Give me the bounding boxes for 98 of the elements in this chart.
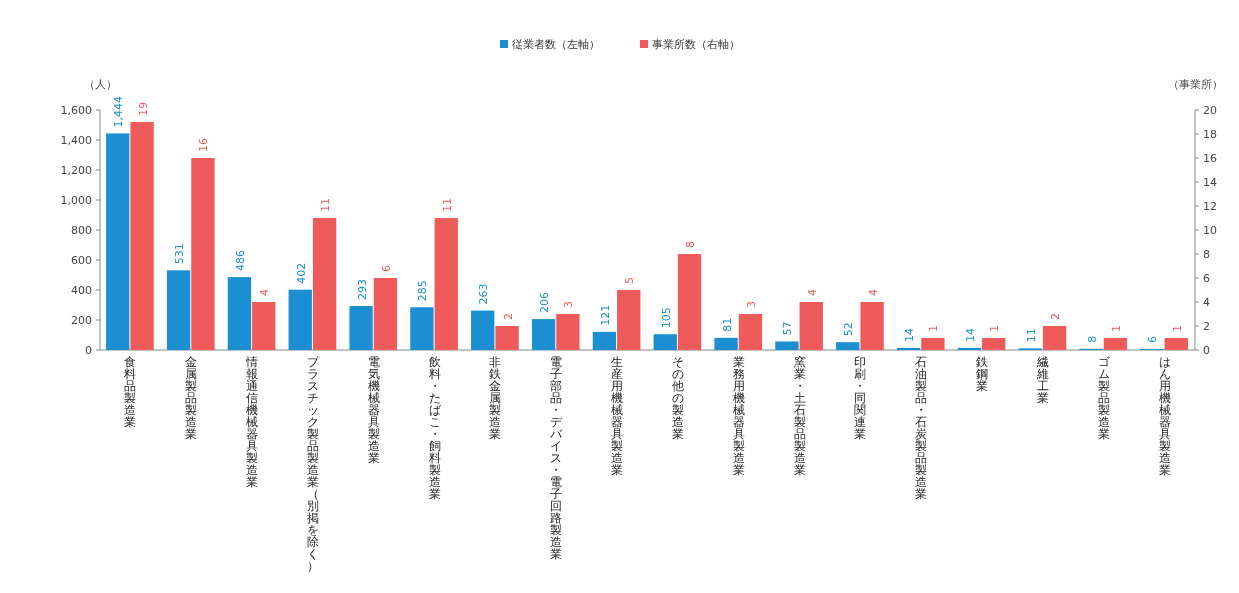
category-label: 業務用機械器具製造業 [732,355,745,477]
data-label: 293 [355,279,369,301]
data-label: 11 [319,198,333,212]
data-label: 11 [440,198,454,212]
category-label: 窯業・土石製品製造業 [793,355,806,477]
data-label: 3 [562,301,576,308]
data-label: 16 [197,138,211,152]
data-label: 1 [988,325,1002,332]
y-tick-label: 1,000 [60,194,92,207]
x-tick-label: 非鉄金属製造業 [489,355,502,441]
x-tick-label: 繊維工業 [1035,355,1049,405]
data-label: 263 [477,283,491,305]
bar [617,290,641,350]
y2-tick-label: 0 [1203,344,1210,357]
data-label: 105 [659,307,673,329]
category-label: はん用機械器具製造業 [1158,355,1171,477]
bar [921,338,945,350]
x-tick-label: 印刷・同関連業 [854,355,867,441]
bar [860,302,884,350]
bar [410,307,434,350]
x-tick-label: 食料品製造業 [124,355,137,429]
data-label: 81 [720,317,734,332]
bar [738,314,763,350]
data-label: 3 [744,301,758,308]
data-label: 1 [927,325,941,332]
data-label: 4 [258,289,272,296]
bar [836,342,860,350]
y2-tick-label: 20 [1203,104,1217,117]
bar [957,347,982,350]
data-label: 4 [866,289,880,296]
data-label: 486 [233,250,247,272]
bar [982,338,1006,350]
bar [434,218,458,350]
bar [775,341,799,350]
legend-label: 事業所数（右軸） [652,38,740,51]
data-label: 1,444 [112,95,126,128]
bar [677,254,702,350]
bar [191,158,215,350]
data-label: 6 [379,265,393,272]
bar [1164,338,1188,350]
bar [896,347,921,350]
y2-tick-label: 14 [1203,176,1217,189]
data-label: 121 [598,304,612,326]
y2-tick-label: 16 [1203,152,1217,165]
y-tick-label: 1,400 [60,134,92,147]
category-label: 生産用機械器具製造業 [611,355,624,477]
y-tick-label: 1,600 [60,104,92,117]
x-tick-label: 金属製品製造業 [185,355,198,441]
data-label: 6 [1146,336,1160,344]
data-label: 531 [173,243,187,265]
data-label: 5 [623,277,637,284]
x-tick-label: 鉄鋼業 [976,355,989,393]
x-tick-label: ゴム製品製造業 [1097,355,1111,441]
category-label: 飲料・たばこ・飼料製造業 [428,355,441,501]
data-label: 2 [1049,313,1063,320]
y-tick-label: 200 [71,314,92,327]
data-label: 19 [136,102,150,116]
bar [592,331,617,350]
data-label: 11 [1024,328,1038,343]
data-label: 2 [501,313,515,320]
data-label: 1 [1170,325,1184,332]
y2-tick-label: 2 [1203,320,1210,333]
y-tick-label: 0 [85,344,92,357]
y2-tick-label: 6 [1203,272,1210,285]
y-tick-label: 400 [71,284,92,297]
data-label: 57 [781,321,795,336]
y-tick-label: 600 [71,254,92,267]
data-label: 402 [294,262,308,284]
y-axis-title: （人） [83,78,117,91]
data-label: 52 [842,322,856,337]
bar [312,218,337,350]
bar [1103,338,1128,350]
x-tick-label: その他の製造業 [671,355,684,441]
data-label: 206 [538,292,552,314]
data-label: 8 [1085,335,1099,343]
data-label: 14 [903,327,917,342]
y2-axis-title: （事業所） [1167,78,1223,91]
category-label: 石油製品・石炭製品製造業 [915,355,928,501]
category-label: プラスチック製品製造業（別掲を除く） [306,355,319,573]
y-tick-label: 800 [71,224,92,237]
y-tick-label: 1,200 [60,164,92,177]
data-label: 4 [805,289,819,296]
bar [1042,326,1067,350]
data-label: 14 [963,327,977,342]
y2-tick-label: 10 [1203,224,1217,237]
category-label: 電気機械器具製造業 [367,355,380,465]
category-label: 情報通信機械器具製造業 [246,355,259,489]
data-label: 1 [1109,325,1123,332]
category-label: 電子部品・デバイス・電子回路製造業 [550,355,563,561]
data-label: 285 [416,280,430,302]
y2-tick-label: 18 [1203,128,1217,141]
data-label: 8 [684,241,698,248]
bar [653,334,677,350]
legend-label: 従業者数（左軸） [512,38,600,51]
y2-tick-label: 4 [1203,296,1210,309]
y2-tick-label: 8 [1203,248,1210,261]
bar [799,302,823,350]
y2-tick-label: 12 [1203,200,1217,213]
